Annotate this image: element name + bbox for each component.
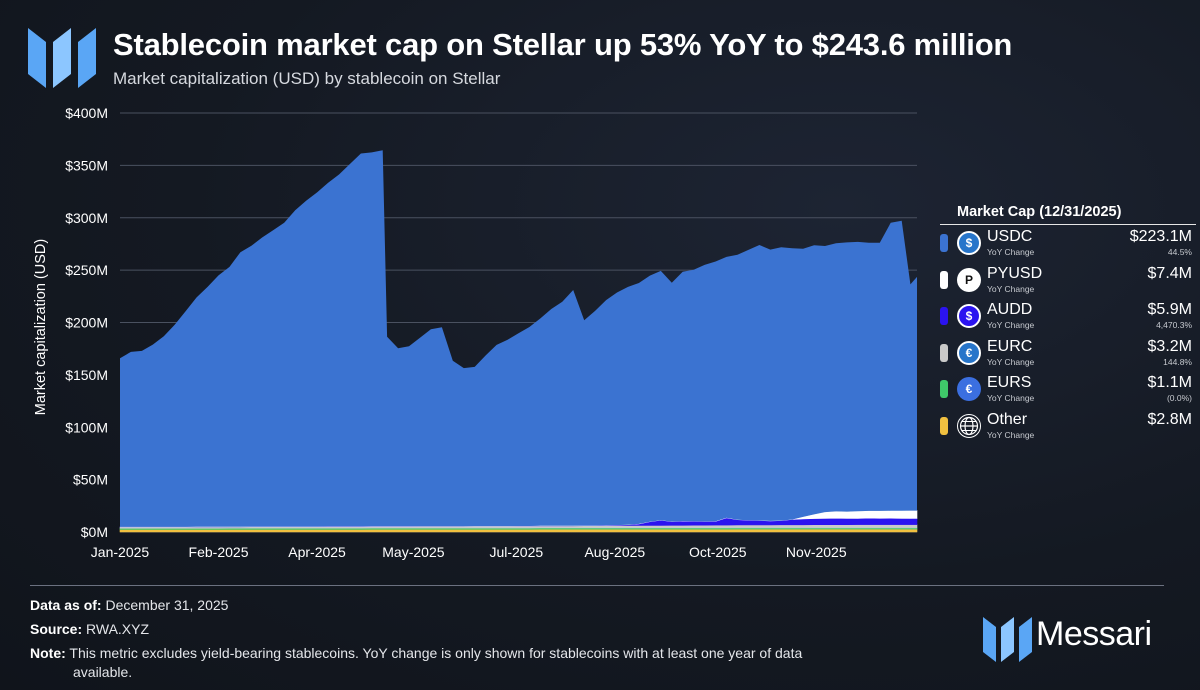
y-tick-label: $250M [65,262,108,278]
legend-market-cap-value: $3.2M [1147,337,1192,355]
note-text-1: This metric excludes yield-bearing stabl… [69,645,803,661]
legend-yoy-label: YoY Change [987,429,1035,440]
y-tick-label: $200M [65,315,108,331]
y-axis-ticks: $0M $50M $100M $150M $200M $250M $300M $350M $40… [65,105,108,540]
footer-divider [30,585,1164,586]
y-tick-label: $0M [81,524,108,540]
page-title: Stablecoin market cap on Stellar up 53% … [113,27,1013,62]
legend-swatch [940,307,948,325]
legend-items: $ USDC YoY Change $223.1M 44.5% P PYUSD YoY Cha… [940,225,1196,444]
legend-swatch [940,234,948,252]
x-tick-label: Nov-2025 [786,544,847,560]
legend-swatch [940,380,948,398]
area-series-usdc [120,150,917,527]
legend-item-eurc: € EURC YoY Change $3.2M 144.8% [940,335,1196,372]
legend: Market Cap (12/31/2025) $ USDC YoY Change $… [940,204,1196,444]
brand-name: Messari [1036,615,1152,653]
x-tick-label: Oct-2025 [689,544,747,560]
legend-item-audd: $ AUDD YoY Change $5.9M 4,470.3% [940,298,1196,335]
legend-yoy-value: (0.0%) [1166,393,1192,403]
legend-token-name: EURS [987,374,1032,391]
pyusd-icon: P [957,267,981,292]
eurc-icon: € [957,340,981,365]
legend-yoy-label: YoY Change [987,247,1035,257]
y-tick-label: $150M [65,367,108,383]
usdc-icon: $ [957,231,981,255]
audd-icon: $ [957,304,981,328]
y-axis-label: Market capitalization (USD) [33,239,49,415]
x-tick-label: Feb-2025 [189,544,249,560]
legend-market-cap-value: $2.8M [1147,410,1192,428]
note-line: Note: This metric excludes yield-bearing… [30,645,920,661]
legend-swatch [940,416,948,435]
legend-item-pyusd: P PYUSD YoY Change $7.4M [940,262,1196,299]
legend-token-name: AUDD [987,301,1033,318]
x-tick-label: Jan-2025 [91,544,150,560]
source-label: Source: [30,621,83,637]
legend-yoy-label: YoY Change [987,393,1035,403]
y-tick-label: $350M [65,157,108,173]
legend-token-name: USDC [987,228,1033,245]
x-tick-label: Jul-2025 [489,544,543,560]
legend-item-other: Other YoY Change $2.8M [940,408,1196,445]
legend-yoy-value: 144.8% [1163,356,1192,367]
note-label: Note: [30,645,66,661]
legend-yoy-value: 44.5% [1167,247,1192,257]
legend-swatch [940,343,948,362]
messari-brand-logo [983,617,1032,662]
y-tick-label: $100M [65,419,108,435]
stacked-areas [119,150,918,533]
source-value: RWA.XYZ [86,621,150,637]
legend-market-cap-value: $7.4M [1147,264,1192,282]
x-tick-label: Apr-2025 [288,544,346,560]
data-as-of: Data as of: December 31, 2025 [30,597,228,613]
legend-item-usdc: $ USDC YoY Change $223.1M 44.5% [940,225,1196,262]
x-tick-label: Aug-2025 [584,544,645,560]
data-as-of-label: Data as of: [30,597,102,613]
data-as-of-value: December 31, 2025 [105,597,229,613]
legend-market-cap-value: $5.9M [1147,301,1192,318]
legend-token-name: Other [987,410,1028,428]
legend-yoy-label: YoY Change [987,283,1035,294]
legend-yoy-label: YoY Change [987,320,1035,330]
y-tick-label: $400M [65,105,108,121]
legend-token-name: PYUSD [987,264,1043,282]
legend-market-cap-value: $1.1M [1147,374,1192,391]
x-axis-ticks: Jan-2025 Feb-2025 Apr-2025 May-2025 Jul-2025… [91,544,847,560]
globe-icon [957,413,981,438]
x-tick-label: May-2025 [382,544,444,560]
legend-swatch [940,270,948,289]
page-subtitle: Market capitalization (USD) by stablecoi… [113,69,501,88]
messari-logo-mark [28,28,96,88]
legend-title: Market Cap (12/31/2025) [940,204,1196,225]
y-tick-label: $50M [73,472,108,488]
note-text-2: available. [73,664,133,680]
legend-item-eurs: € EURS YoY Change $1.1M (0.0%) [940,371,1196,408]
legend-yoy-value: 4,470.3% [1156,320,1192,330]
legend-token-name: EURC [987,337,1033,355]
legend-yoy-label: YoY Change [987,356,1035,367]
y-tick-label: $300M [65,210,108,226]
source-line: Source: RWA.XYZ [30,621,149,637]
legend-market-cap-value: $223.1M [1129,228,1192,245]
eurs-icon: € [957,377,981,401]
